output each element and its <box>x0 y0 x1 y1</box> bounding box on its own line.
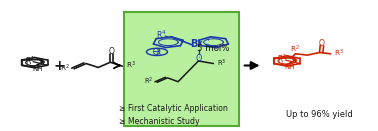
Text: ≥ First Catalytic Application: ≥ First Catalytic Application <box>119 104 228 113</box>
Text: Up to 96% yield: Up to 96% yield <box>285 110 352 119</box>
Text: Br: Br <box>191 39 203 49</box>
Text: R$^1$: R$^1$ <box>25 55 35 67</box>
Text: R$^2$: R$^2$ <box>290 44 299 55</box>
Text: X: X <box>156 48 161 57</box>
Text: ⁺: ⁺ <box>206 37 210 46</box>
Text: O: O <box>318 39 324 48</box>
Text: NH: NH <box>285 64 295 70</box>
Text: +: + <box>53 59 65 72</box>
Text: ≥ Mechanistic Study: ≥ Mechanistic Study <box>119 117 200 126</box>
Text: 5 mol%: 5 mol% <box>197 44 230 53</box>
Text: NH: NH <box>33 66 43 72</box>
Text: R$^2$: R$^2$ <box>144 76 153 87</box>
Text: O: O <box>195 54 202 63</box>
Text: R$^4$: R$^4$ <box>156 29 167 41</box>
Text: ⊖: ⊖ <box>152 47 162 57</box>
Text: O: O <box>109 47 115 56</box>
Text: R$^3$: R$^3$ <box>127 60 136 71</box>
Text: R$^3$: R$^3$ <box>217 58 226 69</box>
Text: R$^2$: R$^2$ <box>60 62 70 74</box>
Text: R$^3$: R$^3$ <box>334 48 344 59</box>
FancyBboxPatch shape <box>124 12 239 126</box>
Text: R$^1$: R$^1$ <box>277 53 287 65</box>
